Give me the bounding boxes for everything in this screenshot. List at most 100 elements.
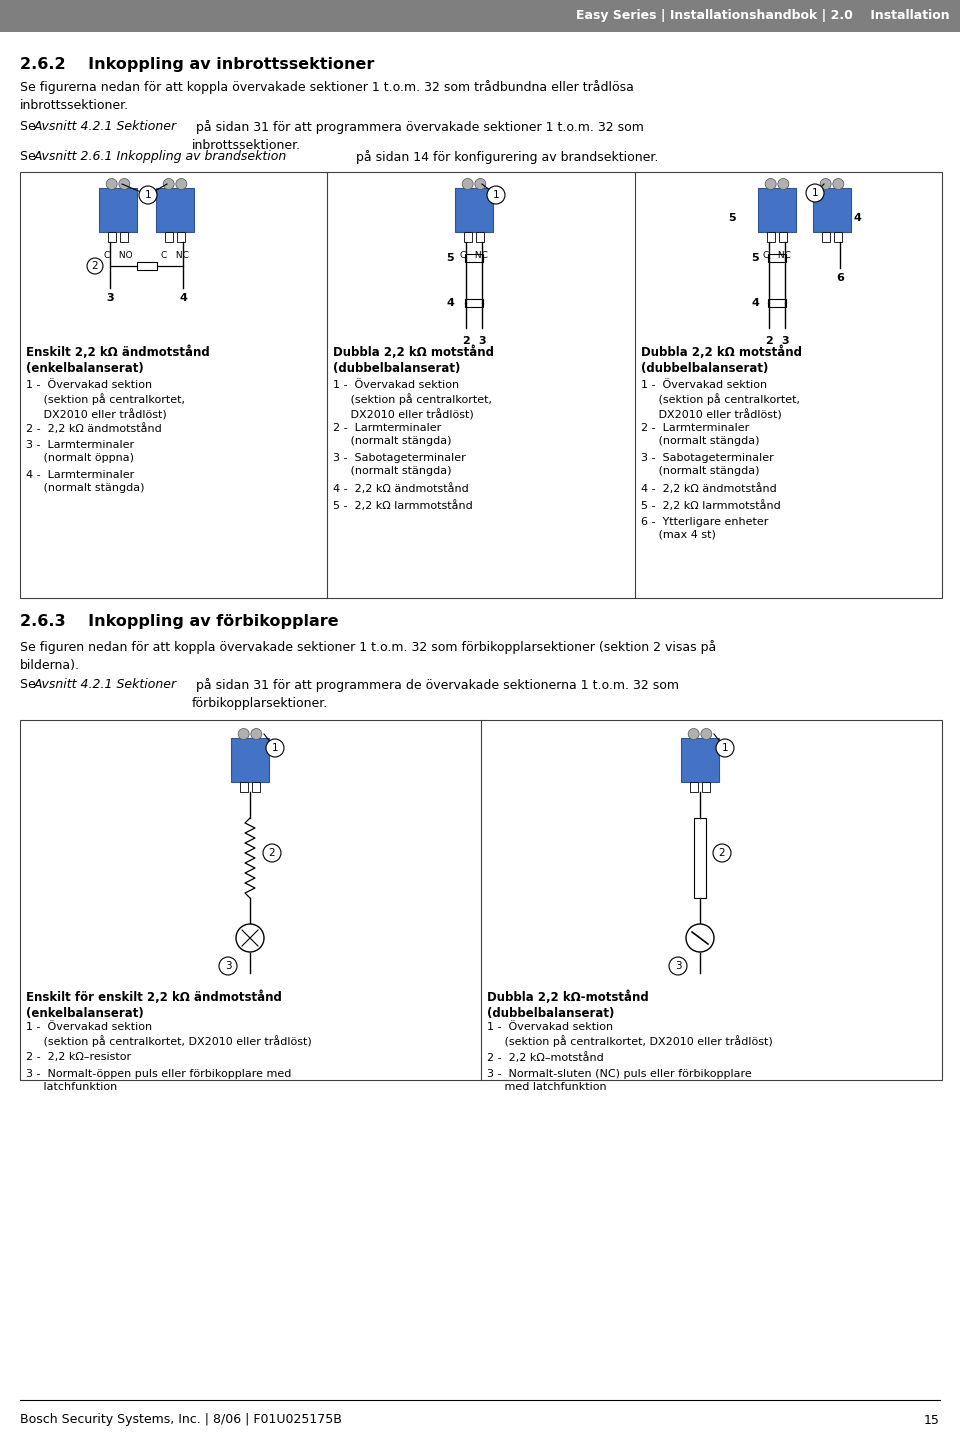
Text: Dubbla 2,2 kΩ-motstånd
(dubbelbalanserat): Dubbla 2,2 kΩ-motstånd (dubbelbalanserat… (487, 991, 649, 1019)
Text: 2: 2 (719, 847, 726, 857)
Text: 3 -  Normalt-öppen puls eller förbikopplare med
     latchfunktion: 3 - Normalt-öppen puls eller förbikoppla… (26, 1069, 292, 1092)
Bar (120, 231, 129, 241)
Text: 4: 4 (180, 294, 187, 304)
Circle shape (139, 187, 157, 204)
Text: 2: 2 (92, 260, 98, 270)
Bar (767, 231, 775, 241)
Text: 3 -  Normalt-sluten (NC) puls eller förbikopplare
     med latchfunktion: 3 - Normalt-sluten (NC) puls eller förbi… (487, 1069, 752, 1092)
Text: 2 -  2,2 kΩ–resistor: 2 - 2,2 kΩ–resistor (26, 1053, 132, 1061)
Text: 4: 4 (446, 298, 454, 308)
Text: 4 -  2,2 kΩ ändmotstånd: 4 - 2,2 kΩ ändmotstånd (333, 483, 469, 495)
Circle shape (163, 178, 174, 189)
Text: C   NC: C NC (460, 252, 488, 260)
Text: Easy Series | Installationshandbok | 2.0    Installation: Easy Series | Installationshandbok | 2.0… (576, 10, 950, 23)
Bar (464, 231, 471, 241)
Text: C   NO: C NO (104, 252, 132, 260)
Circle shape (833, 178, 844, 189)
Text: Bosch Security Systems, Inc. | 8/06 | F01U025175B: Bosch Security Systems, Inc. | 8/06 | F0… (20, 1414, 342, 1427)
Bar (703, 782, 710, 792)
Text: 3: 3 (107, 294, 114, 304)
Text: 1 -  Övervakad sektion
     (sektion på centralkortet, DX2010 eller trådlöst): 1 - Övervakad sektion (sektion på centra… (26, 1022, 312, 1047)
Text: 1 -  Övervakad sektion
     (sektion på centralkortet,
     DX2010 eller trådlös: 1 - Övervakad sektion (sektion på centra… (333, 380, 492, 421)
Text: 2.6.2    Inkoppling av inbrottssektioner: 2.6.2 Inkoppling av inbrottssektioner (20, 56, 374, 72)
Circle shape (716, 739, 734, 758)
Text: C   NC: C NC (763, 252, 791, 260)
Text: 2 -  2,2 kΩ ändmotstånd: 2 - 2,2 kΩ ändmotstånd (26, 424, 161, 434)
Text: 6 -  Ytterligare enheter
     (max 4 st): 6 - Ytterligare enheter (max 4 st) (640, 518, 768, 539)
Text: 2.6.3    Inkoppling av förbikopplare: 2.6.3 Inkoppling av förbikopplare (20, 615, 339, 629)
Text: Dubbla 2,2 kΩ motstånd
(dubbelbalanserat): Dubbla 2,2 kΩ motstånd (dubbelbalanserat… (333, 346, 494, 375)
Bar (768, 254, 786, 262)
Circle shape (87, 257, 103, 273)
Bar (20, 720, 942, 1080)
Text: 5: 5 (446, 253, 454, 263)
Bar (768, 299, 786, 307)
Text: 4 -  2,2 kΩ ändmotstånd: 4 - 2,2 kΩ ändmotstånd (640, 483, 777, 495)
Circle shape (820, 178, 831, 189)
Circle shape (806, 184, 824, 202)
Text: 4 -  Larmterminaler
     (normalt stängda): 4 - Larmterminaler (normalt stängda) (26, 470, 145, 493)
Text: 2 -  2,2 kΩ–motstånd: 2 - 2,2 kΩ–motstånd (487, 1053, 604, 1063)
Circle shape (462, 178, 473, 189)
Bar (780, 231, 787, 241)
Bar (165, 231, 173, 241)
Circle shape (176, 178, 187, 189)
Bar (178, 231, 185, 241)
Bar (156, 188, 194, 231)
Bar (99, 188, 137, 231)
Text: 5 -  2,2 kΩ larmmotstånd: 5 - 2,2 kΩ larmmotstånd (333, 500, 473, 510)
Circle shape (487, 187, 505, 204)
Bar (108, 231, 115, 241)
Circle shape (266, 739, 284, 758)
Text: 2: 2 (269, 847, 276, 857)
Bar (681, 737, 719, 782)
Text: 1: 1 (722, 743, 729, 753)
Bar (136, 262, 156, 270)
Bar (694, 818, 706, 898)
Bar (252, 782, 260, 792)
Text: 15: 15 (924, 1414, 940, 1427)
Circle shape (263, 844, 281, 862)
Text: 1: 1 (272, 743, 278, 753)
Text: 1: 1 (812, 188, 818, 198)
Bar (822, 231, 829, 241)
Text: 4: 4 (853, 213, 861, 223)
Text: Avsnitt 4.2.1 Sektioner: Avsnitt 4.2.1 Sektioner (34, 678, 178, 691)
Text: 1 -  Övervakad sektion
     (sektion på centralkortet, DX2010 eller trådlöst): 1 - Övervakad sektion (sektion på centra… (487, 1022, 773, 1047)
Bar (476, 231, 485, 241)
Circle shape (701, 729, 711, 739)
Text: Se figurerna nedan för att koppla övervakade sektioner 1 t.o.m. 32 som trådbundn: Se figurerna nedan för att koppla överva… (20, 80, 634, 111)
Text: 2: 2 (462, 335, 469, 346)
Bar (20, 172, 942, 599)
Text: 3 -  Sabotageterminaler
     (normalt stängda): 3 - Sabotageterminaler (normalt stängda) (333, 453, 467, 476)
Text: 3: 3 (225, 962, 231, 972)
Bar (465, 299, 483, 307)
Text: 1: 1 (145, 189, 152, 200)
Text: 4: 4 (751, 298, 759, 308)
Text: 1 -  Övervakad sektion
     (sektion på centralkortet,
     DX2010 eller trådlös: 1 - Övervakad sektion (sektion på centra… (26, 380, 185, 421)
Text: 2: 2 (765, 335, 773, 346)
Circle shape (251, 729, 262, 739)
Circle shape (219, 957, 237, 975)
Text: 5: 5 (729, 213, 735, 223)
Text: på sidan 14 för konfigurering av brandsektioner.: på sidan 14 för konfigurering av brandse… (352, 150, 659, 163)
Text: Se: Se (20, 150, 39, 163)
Circle shape (688, 729, 699, 739)
Circle shape (236, 924, 264, 951)
Text: 1: 1 (492, 189, 499, 200)
Text: 5: 5 (751, 253, 758, 263)
Circle shape (713, 844, 731, 862)
Bar (0, 0, 960, 32)
Text: Se: Se (20, 120, 39, 133)
Text: 3: 3 (781, 335, 789, 346)
Bar (240, 782, 248, 792)
Text: C   NC: C NC (161, 252, 189, 260)
Text: 3 -  Sabotageterminaler
     (normalt stängda): 3 - Sabotageterminaler (normalt stängda) (640, 453, 774, 476)
Text: 2 -  Larmterminaler
     (normalt stängda): 2 - Larmterminaler (normalt stängda) (333, 424, 452, 445)
Circle shape (238, 729, 250, 739)
Bar (834, 231, 842, 241)
Bar (813, 188, 851, 231)
Circle shape (765, 178, 777, 189)
Text: Dubbla 2,2 kΩ motstånd
(dubbelbalanserat): Dubbla 2,2 kΩ motstånd (dubbelbalanserat… (640, 346, 802, 375)
Text: Se figuren nedan för att koppla övervakade sektioner 1 t.o.m. 32 som förbikoppla: Se figuren nedan för att koppla övervaka… (20, 641, 716, 672)
